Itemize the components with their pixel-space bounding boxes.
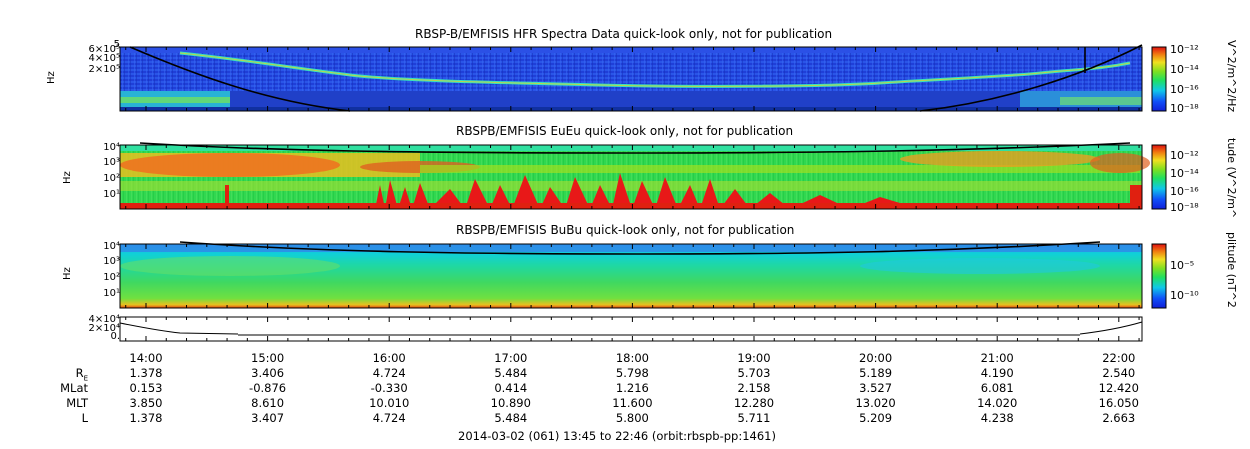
- ephemeris-value: 3.407: [251, 411, 285, 425]
- panel2-ytick: 10¹: [103, 189, 120, 200]
- panel1-cbtick: 10⁻¹²: [1170, 43, 1199, 56]
- ephemeris-value: 16.050: [1098, 396, 1139, 410]
- ephemeris-value: 11.600: [612, 396, 653, 410]
- panel1-cbtick: 10⁻¹⁶: [1170, 83, 1199, 96]
- ephemeris-value: 5.189: [859, 366, 893, 380]
- time-tick-label: 19:00: [737, 351, 771, 365]
- ephemeris-value: 2.540: [1102, 366, 1136, 380]
- ephemeris-value: 4.724: [372, 411, 406, 425]
- ephemeris-value: 13.020: [855, 396, 896, 410]
- panel1-ytick: 4×10⁵: [88, 53, 120, 64]
- ephemeris-value: 4.724: [372, 366, 406, 380]
- panel3-ytick: 10⁴: [103, 241, 120, 252]
- panel2-ytick: 10³: [103, 157, 120, 168]
- panel2-title: RBSPB/EMFISIS EuEu quick-look only, not …: [456, 124, 794, 138]
- ephemeris-value: 2.663: [1102, 411, 1136, 425]
- ephemeris-value: 6.081: [980, 381, 1014, 395]
- panel2-ytick: 10²: [103, 173, 120, 184]
- ephemeris-value: 10.890: [490, 396, 531, 410]
- ephemeris-value: 0.153: [129, 381, 163, 395]
- panel1-cbtick: 10⁻¹⁴: [1170, 63, 1199, 76]
- panel4-ytick: 0.: [110, 331, 120, 342]
- ephemeris-value: 1.378: [129, 411, 163, 425]
- footer-caption: 2014-03-02 (061) 13:45 to 22:46 (orbit:r…: [458, 429, 776, 443]
- ephemeris-label: MLat: [60, 381, 88, 395]
- ephemeris-value: 8.610: [251, 396, 285, 410]
- panel3-ytick: 10²: [103, 272, 120, 283]
- panel1-ytick: 6×10⁵: [88, 44, 120, 55]
- ephemeris-value: 5.484: [494, 411, 528, 425]
- panel2-colorbar: [1151, 144, 1167, 210]
- panel1-colorbar: [1151, 46, 1167, 112]
- panel2-ytick: 10⁴: [103, 142, 120, 153]
- ephemeris-label: MLT: [66, 396, 88, 410]
- ephemeris-value: 5.209: [859, 411, 893, 425]
- ephemeris-value: 5.800: [615, 411, 649, 425]
- panel1-title: RBSP-B/EMFISIS HFR Spectra Data quick-lo…: [415, 27, 833, 41]
- panel4-plot: [119, 316, 1143, 342]
- ephemeris-value: 5.711: [737, 411, 771, 425]
- panel3-cbtick: 10⁻¹⁰: [1170, 289, 1199, 302]
- ephemeris-value: 14.020: [977, 396, 1018, 410]
- ephemeris-value: 4.238: [980, 411, 1014, 425]
- panel3-cbtick: 10⁻⁵: [1170, 259, 1195, 272]
- panel4-ytick: 4×10⁴: [88, 314, 120, 325]
- panel4-ytick: 2×10⁴: [88, 323, 120, 334]
- ephemeris-label: RE: [75, 366, 88, 383]
- ephemeris-value: -0.330: [370, 381, 408, 395]
- time-tick-label: 15:00: [251, 351, 285, 365]
- panel1-spectrogram: [119, 44, 1143, 112]
- panel2-cbtick: 10⁻¹⁸: [1170, 201, 1199, 214]
- panel1-ytick-top: 5: [113, 39, 120, 50]
- ephemeris-value: 1.216: [615, 381, 649, 395]
- ephemeris-value: 5.798: [615, 366, 649, 380]
- panel2-cbtick: 10⁻¹²: [1170, 149, 1199, 162]
- panel2-cbtick: 10⁻¹⁴: [1170, 167, 1199, 180]
- ephemeris-value: 10.010: [369, 396, 410, 410]
- panel3-ytick: 10¹: [103, 288, 120, 299]
- panel3-colorbar: [1151, 243, 1167, 309]
- ephemeris-value: 3.527: [859, 381, 893, 395]
- ephemeris-value: 2.158: [737, 381, 771, 395]
- ephemeris-value: 3.406: [251, 366, 285, 380]
- ephemeris-label: L: [81, 411, 88, 425]
- time-tick-label: 22:00: [1102, 351, 1136, 365]
- panel3-ytick: 10³: [103, 256, 120, 267]
- ephemeris-value: 0.414: [494, 381, 528, 395]
- time-tick-label: 20:00: [859, 351, 893, 365]
- ephemeris-value: 5.484: [494, 366, 528, 380]
- ephemeris-value: 5.703: [737, 366, 771, 380]
- ephemeris-value: 4.190: [980, 366, 1014, 380]
- time-tick-label: 21:00: [980, 351, 1014, 365]
- time-tick-label: 14:00: [129, 351, 163, 365]
- time-tick-label: 17:00: [494, 351, 528, 365]
- time-tick-label: 18:00: [615, 351, 649, 365]
- ephemeris-value: 1.378: [129, 366, 163, 380]
- ephemeris-value: 12.280: [733, 396, 775, 410]
- panel1-cbtick: 10⁻¹⁸: [1170, 102, 1199, 115]
- panel3-title: RBSPB/EMFISIS BuBu quick-look only, not …: [456, 223, 795, 237]
- time-tick-label: 16:00: [372, 351, 406, 365]
- panel2-cbtick: 10⁻¹⁶: [1170, 185, 1199, 198]
- panel3-spectrogram: [119, 241, 1143, 309]
- panel2-spectrogram: [119, 142, 1150, 210]
- panel1-ytick: 2×10⁵: [88, 64, 120, 75]
- ephemeris-value: 12.420: [1098, 381, 1139, 395]
- ephemeris-value: 3.850: [129, 396, 163, 410]
- ephemeris-value: -0.876: [249, 381, 287, 395]
